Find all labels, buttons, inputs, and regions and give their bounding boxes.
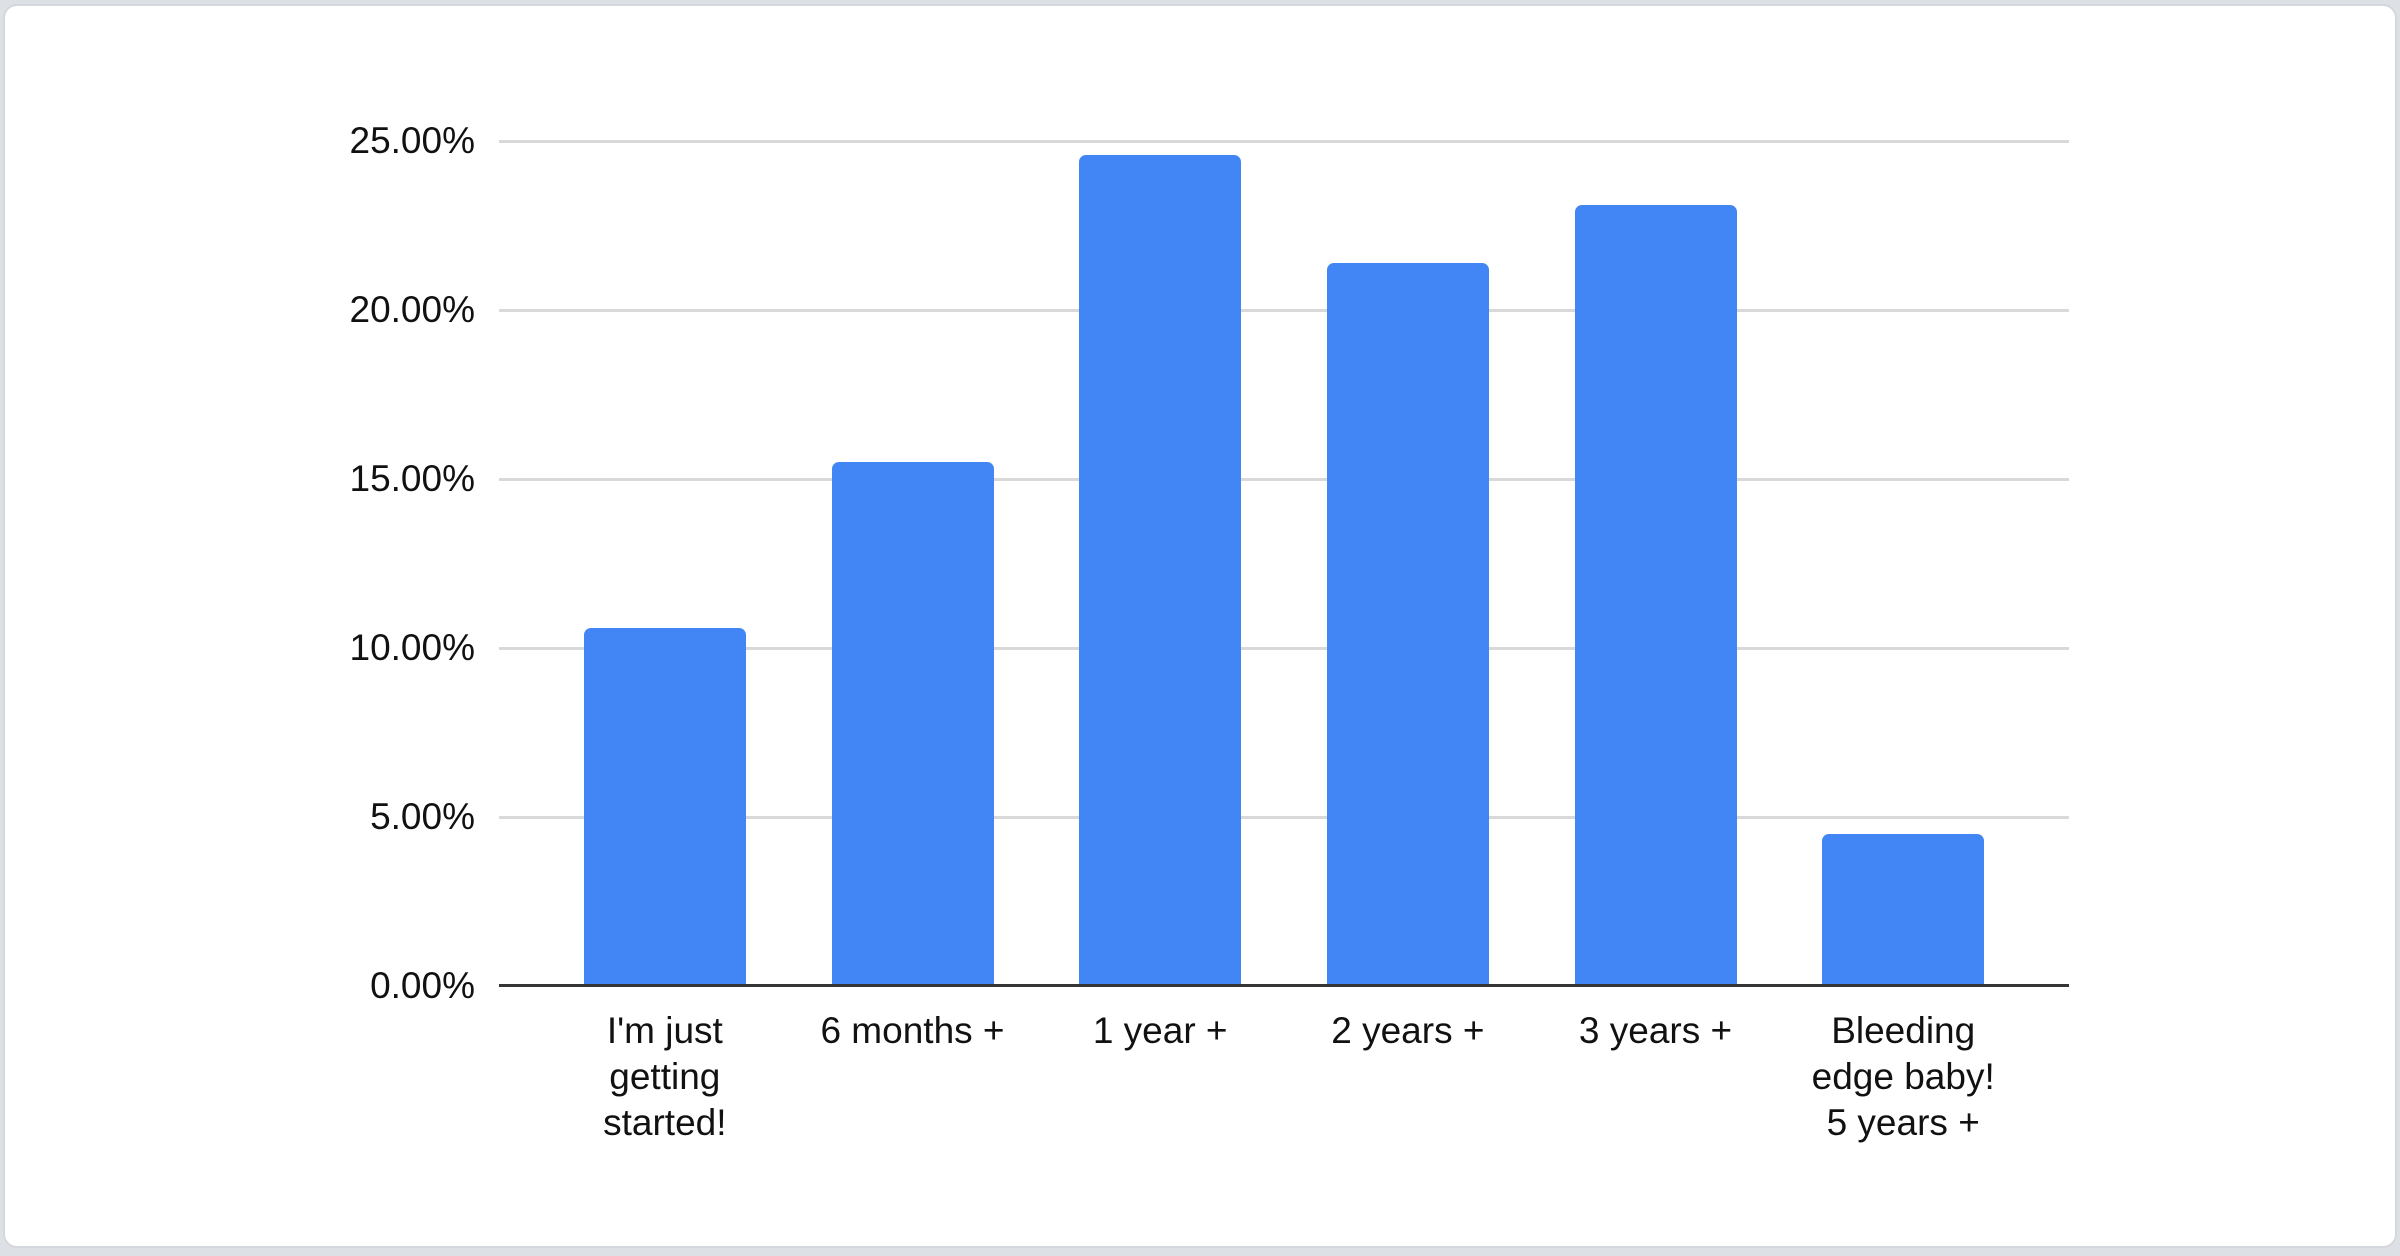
- gridline: [499, 646, 2069, 650]
- bar-slot: [1284, 141, 1532, 986]
- x-category-label: Bleeding edge baby! 5 years +: [1811, 1010, 1995, 1143]
- x-category-label: 1 year +: [1092, 1010, 1228, 1051]
- x-category-label: I'm just getting started!: [603, 1010, 727, 1143]
- bar-slot: [1779, 141, 2027, 986]
- gridline: [499, 815, 2069, 819]
- y-tick-label: 20.00%: [349, 289, 476, 330]
- y-tick-label: 25.00%: [349, 120, 476, 161]
- x-category-label: 6 months +: [820, 1010, 1005, 1051]
- bars-row: [499, 141, 2069, 986]
- y-tick-label: 5.00%: [370, 796, 475, 837]
- bar: [831, 462, 994, 986]
- y-tick-label: 10.00%: [349, 627, 476, 668]
- bar: [1822, 833, 1985, 986]
- chart-card: 0.00% 5.00% 10.00% 15.00% 20.00% 25.00% I'm j…: [3, 4, 2397, 1248]
- gridline: [499, 308, 2069, 312]
- bar: [1574, 205, 1737, 986]
- bar-slot: [541, 141, 789, 986]
- bar-chart: 0.00% 5.00% 10.00% 15.00% 20.00% 25.00% I'm j…: [5, 6, 2395, 1246]
- y-axis-labels: 0.00% 5.00% 10.00% 15.00% 20.00% 25.00%: [5, 120, 476, 1006]
- x-category-label: 2 years +: [1331, 1010, 1485, 1051]
- bar-slot: [1036, 141, 1284, 986]
- y-tick-label: 15.00%: [349, 458, 476, 499]
- y-tick-label: 0.00%: [370, 965, 475, 1006]
- bar: [583, 627, 746, 986]
- bar: [1326, 262, 1489, 986]
- plot-area: [499, 139, 2069, 987]
- x-axis-line: [499, 984, 2069, 987]
- bar-slot: [789, 141, 1037, 986]
- x-category-label: 3 years +: [1578, 1010, 1733, 1051]
- bar-slot: [1532, 141, 1780, 986]
- x-axis-labels: I'm just getting started! 6 months + 1 yea…: [541, 1008, 2027, 1146]
- gridline: [499, 477, 2069, 481]
- bar: [1079, 154, 1242, 986]
- gridline: [499, 139, 2069, 143]
